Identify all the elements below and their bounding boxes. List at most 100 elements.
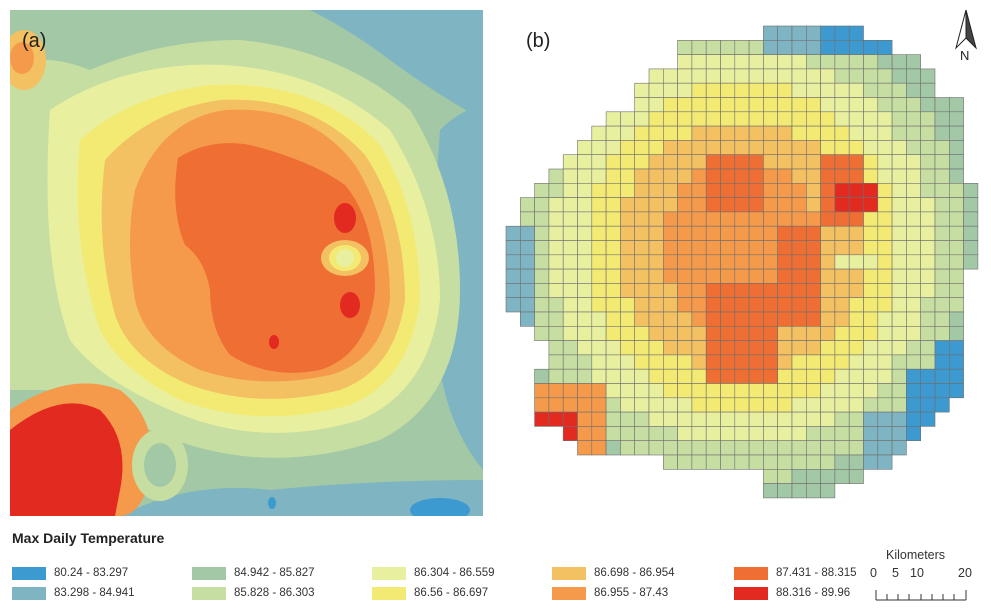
grid-cell (663, 311, 678, 327)
legend-title: Max Daily Temperature (12, 530, 165, 546)
grid-cell (562, 225, 578, 241)
grid-cell (734, 168, 750, 184)
hotspot-3 (269, 335, 279, 349)
grid-cell (934, 297, 950, 313)
grid-cell (763, 168, 778, 184)
grid-cell (877, 68, 893, 84)
grid-cell (763, 440, 778, 456)
grid-cell (877, 39, 893, 55)
grid-cell (677, 225, 693, 241)
grid-cell (777, 225, 793, 241)
grid-cell (605, 368, 621, 384)
grid-cell (848, 111, 864, 127)
grid-cell (820, 111, 836, 127)
grid-cell (648, 411, 664, 427)
grid-cell (863, 254, 879, 270)
grid-cell (548, 240, 564, 256)
grid-cell (834, 368, 850, 384)
grid-cell (820, 383, 836, 399)
grid-cell (663, 168, 678, 184)
grid-cell (948, 97, 964, 113)
grid-cell (834, 140, 850, 155)
grid-cell (720, 454, 736, 470)
warm-spot-top-left-inner (10, 42, 34, 74)
grid-cell (805, 454, 821, 470)
grid-cell (891, 154, 907, 170)
grid-cell (763, 154, 778, 170)
grid-cell (791, 368, 807, 384)
grid-cell (820, 183, 836, 198)
grid-cell (863, 354, 879, 370)
grid-cell (620, 368, 636, 384)
grid-cell (620, 225, 636, 241)
grid-cell (720, 383, 736, 399)
cool-zone-bottom (120, 480, 483, 516)
grid-cell (562, 368, 578, 384)
grid-cell (519, 197, 535, 213)
grid-cell (777, 68, 793, 84)
grid-cell (906, 297, 921, 313)
grid-cell (834, 197, 850, 213)
grid-cell (805, 68, 821, 84)
grid-cell (834, 154, 850, 170)
grid-cell (677, 283, 693, 298)
legend-item: 84.942 - 85.827 (192, 566, 315, 580)
grid-cell (791, 211, 807, 227)
grid-cell (763, 225, 778, 241)
grid-cell (691, 397, 707, 413)
grid-cell (791, 454, 807, 470)
grid-cell (634, 283, 650, 298)
grid-cell (791, 68, 807, 84)
grid-cell (906, 383, 921, 399)
grid-cell (791, 311, 807, 327)
grid-cell (577, 440, 593, 456)
grid-cell (648, 111, 664, 127)
grid-cell (634, 82, 650, 98)
grid-cell (777, 440, 793, 456)
grid-cell (648, 125, 664, 141)
grid-cell (648, 183, 664, 198)
grid-cell (863, 68, 879, 84)
grid-cell (562, 311, 578, 327)
grid-cell (677, 268, 693, 284)
grid-cell (677, 440, 693, 456)
north-arrow-icon (955, 9, 977, 50)
grid-cell (720, 97, 736, 113)
grid-cell (648, 354, 664, 370)
grid-cell (677, 68, 693, 84)
grid-cell (863, 54, 879, 70)
grid-cell (863, 440, 879, 456)
grid-cell (763, 325, 778, 341)
grid-cell (777, 54, 793, 70)
grid-cell (620, 354, 636, 370)
grid-cell (963, 197, 979, 213)
grid-cell (920, 297, 936, 313)
grid-cell (948, 383, 964, 399)
legend-label: 86.304 - 86.559 (414, 567, 495, 579)
grid-cell (677, 454, 693, 470)
grid-cell (948, 125, 964, 141)
grid-cell (763, 268, 778, 284)
grid-cell (519, 268, 535, 284)
grid-cell (663, 240, 678, 256)
scale-bar-labels: 0 5 10 20 (868, 566, 986, 582)
grid-cell (691, 125, 707, 141)
grid-cell (848, 454, 864, 470)
core-dark-orange (175, 143, 375, 373)
legend-swatch (12, 566, 46, 580)
grid-cell (705, 297, 721, 313)
grid-cell (591, 283, 607, 298)
grid-cell (648, 368, 664, 384)
grid-cell (820, 68, 836, 84)
grid-cell (663, 268, 678, 284)
grid-cell (691, 297, 707, 313)
grid-cell (577, 225, 593, 241)
grid-cell (705, 354, 721, 370)
grid-cell (791, 426, 807, 441)
grid-cell (791, 383, 807, 399)
grid-cell (805, 183, 821, 198)
grid-cell (877, 311, 893, 327)
grid-cell (748, 297, 764, 313)
grid-cell (705, 39, 721, 55)
grid-cell (663, 283, 678, 298)
